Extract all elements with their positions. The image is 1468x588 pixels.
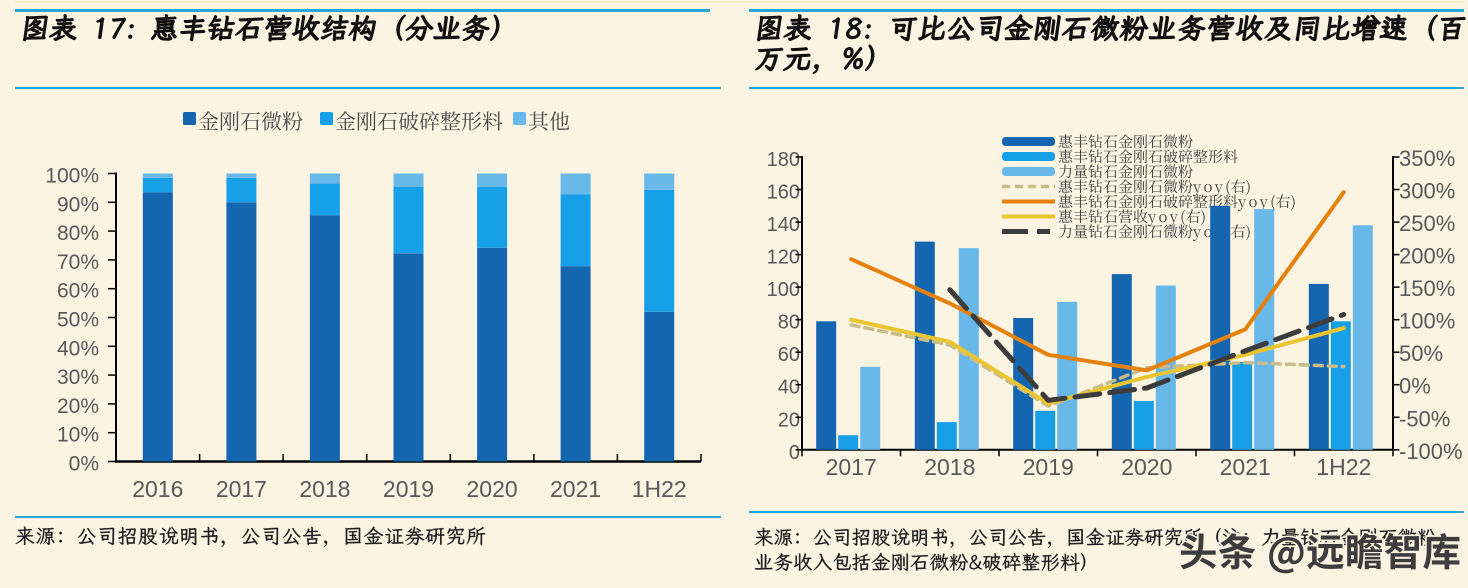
svg-text:20: 20 [778, 409, 800, 431]
svg-text:200%: 200% [1399, 244, 1455, 269]
svg-text:300%: 300% [1399, 179, 1455, 204]
svg-text:-50%: -50% [1399, 406, 1450, 431]
svg-text:90%: 90% [57, 193, 99, 216]
svg-text:100%: 100% [1399, 309, 1455, 334]
svg-text:0: 0 [789, 442, 800, 464]
svg-text:60: 60 [778, 344, 800, 366]
svg-text:70%: 70% [57, 251, 99, 274]
svg-text:30%: 30% [57, 366, 99, 389]
svg-text:40%: 40% [57, 337, 99, 360]
svg-text:1H22: 1H22 [632, 476, 687, 502]
svg-text:2020: 2020 [1121, 454, 1172, 480]
svg-text:50%: 50% [1399, 341, 1443, 366]
svg-text:2017: 2017 [216, 476, 267, 502]
svg-text:40: 40 [778, 377, 800, 399]
svg-text:60%: 60% [57, 280, 99, 303]
svg-text:2020: 2020 [467, 476, 518, 502]
svg-text:100%: 100% [45, 165, 99, 188]
svg-text:2018: 2018 [299, 476, 350, 502]
svg-text:50%: 50% [57, 309, 99, 332]
svg-text:2021: 2021 [1220, 454, 1271, 480]
svg-text:2019: 2019 [383, 476, 434, 502]
svg-text:-100%: -100% [1399, 439, 1463, 464]
svg-text:2019: 2019 [1023, 454, 1074, 480]
svg-text:0%: 0% [1399, 374, 1431, 399]
svg-text:160: 160 [767, 182, 800, 204]
svg-text:1H22: 1H22 [1316, 454, 1371, 480]
svg-text:2021: 2021 [550, 476, 601, 502]
svg-text:350%: 350% [1399, 146, 1455, 171]
svg-text:2017: 2017 [826, 454, 877, 480]
svg-text:140: 140 [767, 214, 800, 236]
svg-text:120: 120 [767, 247, 800, 269]
svg-text:250%: 250% [1399, 211, 1455, 236]
svg-text:20%: 20% [57, 395, 99, 418]
svg-text:180: 180 [767, 149, 800, 171]
svg-text:0%: 0% [69, 453, 99, 476]
svg-text:80: 80 [778, 312, 800, 334]
svg-text:2016: 2016 [132, 476, 183, 502]
svg-text:10%: 10% [57, 424, 99, 447]
svg-text:2018: 2018 [924, 454, 975, 480]
svg-text:80%: 80% [57, 222, 99, 245]
svg-text:150%: 150% [1399, 276, 1455, 301]
svg-text:100: 100 [767, 279, 800, 301]
